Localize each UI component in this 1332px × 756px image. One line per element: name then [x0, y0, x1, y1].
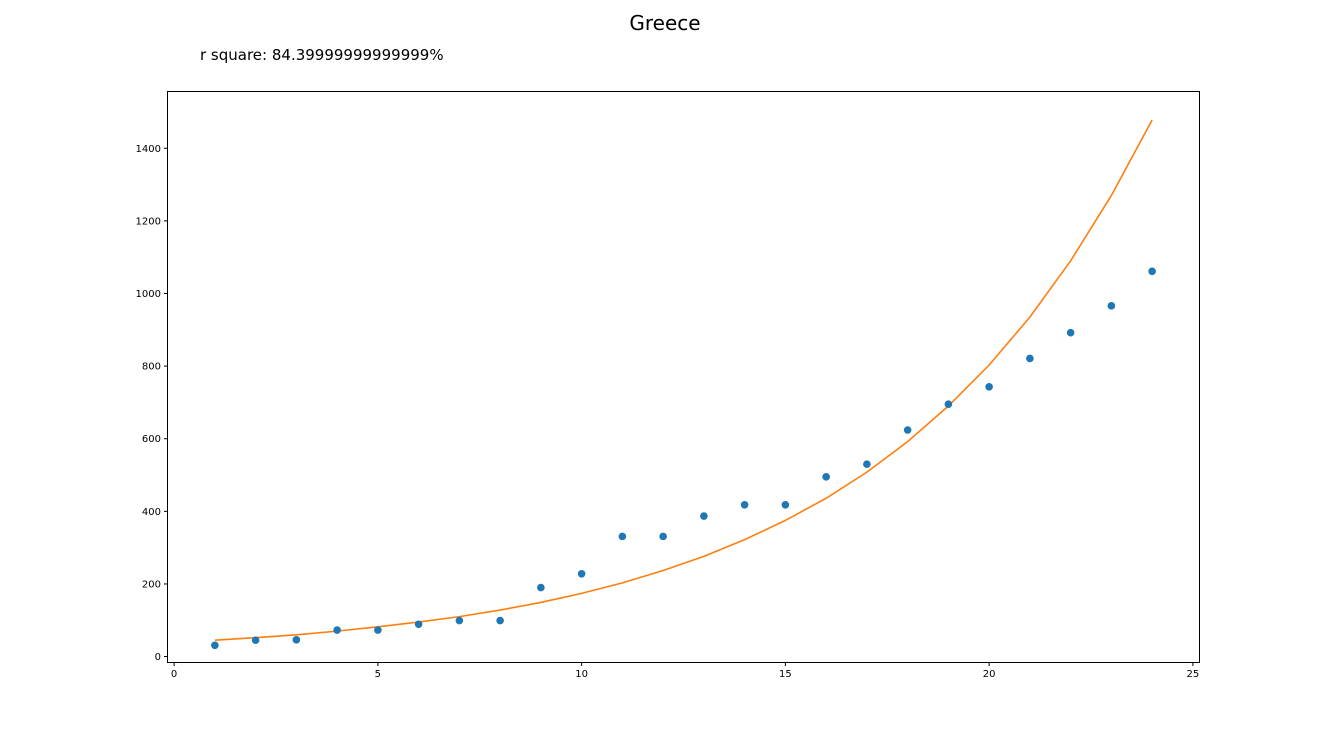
data-point	[822, 473, 830, 481]
data-point	[251, 636, 260, 645]
data-point	[577, 569, 586, 578]
fit-line	[214, 119, 1153, 642]
y-tick-label: 400	[142, 507, 161, 518]
data-point	[496, 616, 504, 625]
data-point	[659, 532, 667, 541]
y-axis: 0 200 400 600 800 1000 1200 1400	[136, 144, 168, 663]
data-point	[944, 400, 953, 409]
y-tick-label: 600	[142, 434, 161, 445]
data-point	[374, 626, 382, 634]
x-axis: 0 5 10 15 20 25	[171, 662, 1199, 680]
data-point	[211, 641, 219, 650]
x-tick-label: 20	[983, 669, 996, 680]
data-point	[863, 460, 871, 468]
data-point	[903, 426, 912, 434]
data-point	[1026, 354, 1034, 363]
data-point	[781, 500, 790, 509]
x-tick-label: 15	[779, 669, 792, 680]
plot-frame	[167, 91, 1200, 663]
data-point	[1066, 328, 1075, 337]
y-tick-label: 200	[142, 579, 161, 590]
plot-area	[211, 119, 1156, 650]
y-tick-label: 1000	[136, 289, 161, 300]
data-point	[414, 620, 423, 629]
x-tick-label: 10	[575, 669, 588, 680]
data-point	[1107, 302, 1116, 310]
data-point	[1148, 267, 1156, 276]
x-tick-label: 5	[375, 669, 381, 680]
data-point	[292, 636, 301, 644]
data-point	[985, 383, 993, 391]
y-tick-label: 1400	[136, 144, 161, 155]
y-tick-label: 0	[155, 652, 161, 663]
chart-subtitle: r square: 84.39999999999999%	[200, 46, 444, 64]
data-point	[333, 626, 341, 634]
data-point	[700, 512, 708, 520]
chart-title: Greece	[629, 11, 700, 35]
x-tick-label: 0	[171, 669, 177, 680]
data-point	[537, 583, 545, 592]
data-point	[455, 616, 464, 625]
data-point	[618, 532, 627, 541]
data-point	[740, 500, 749, 509]
x-tick-label: 25	[1187, 669, 1200, 680]
y-tick-label: 1200	[136, 216, 161, 227]
y-tick-label: 800	[142, 362, 161, 373]
